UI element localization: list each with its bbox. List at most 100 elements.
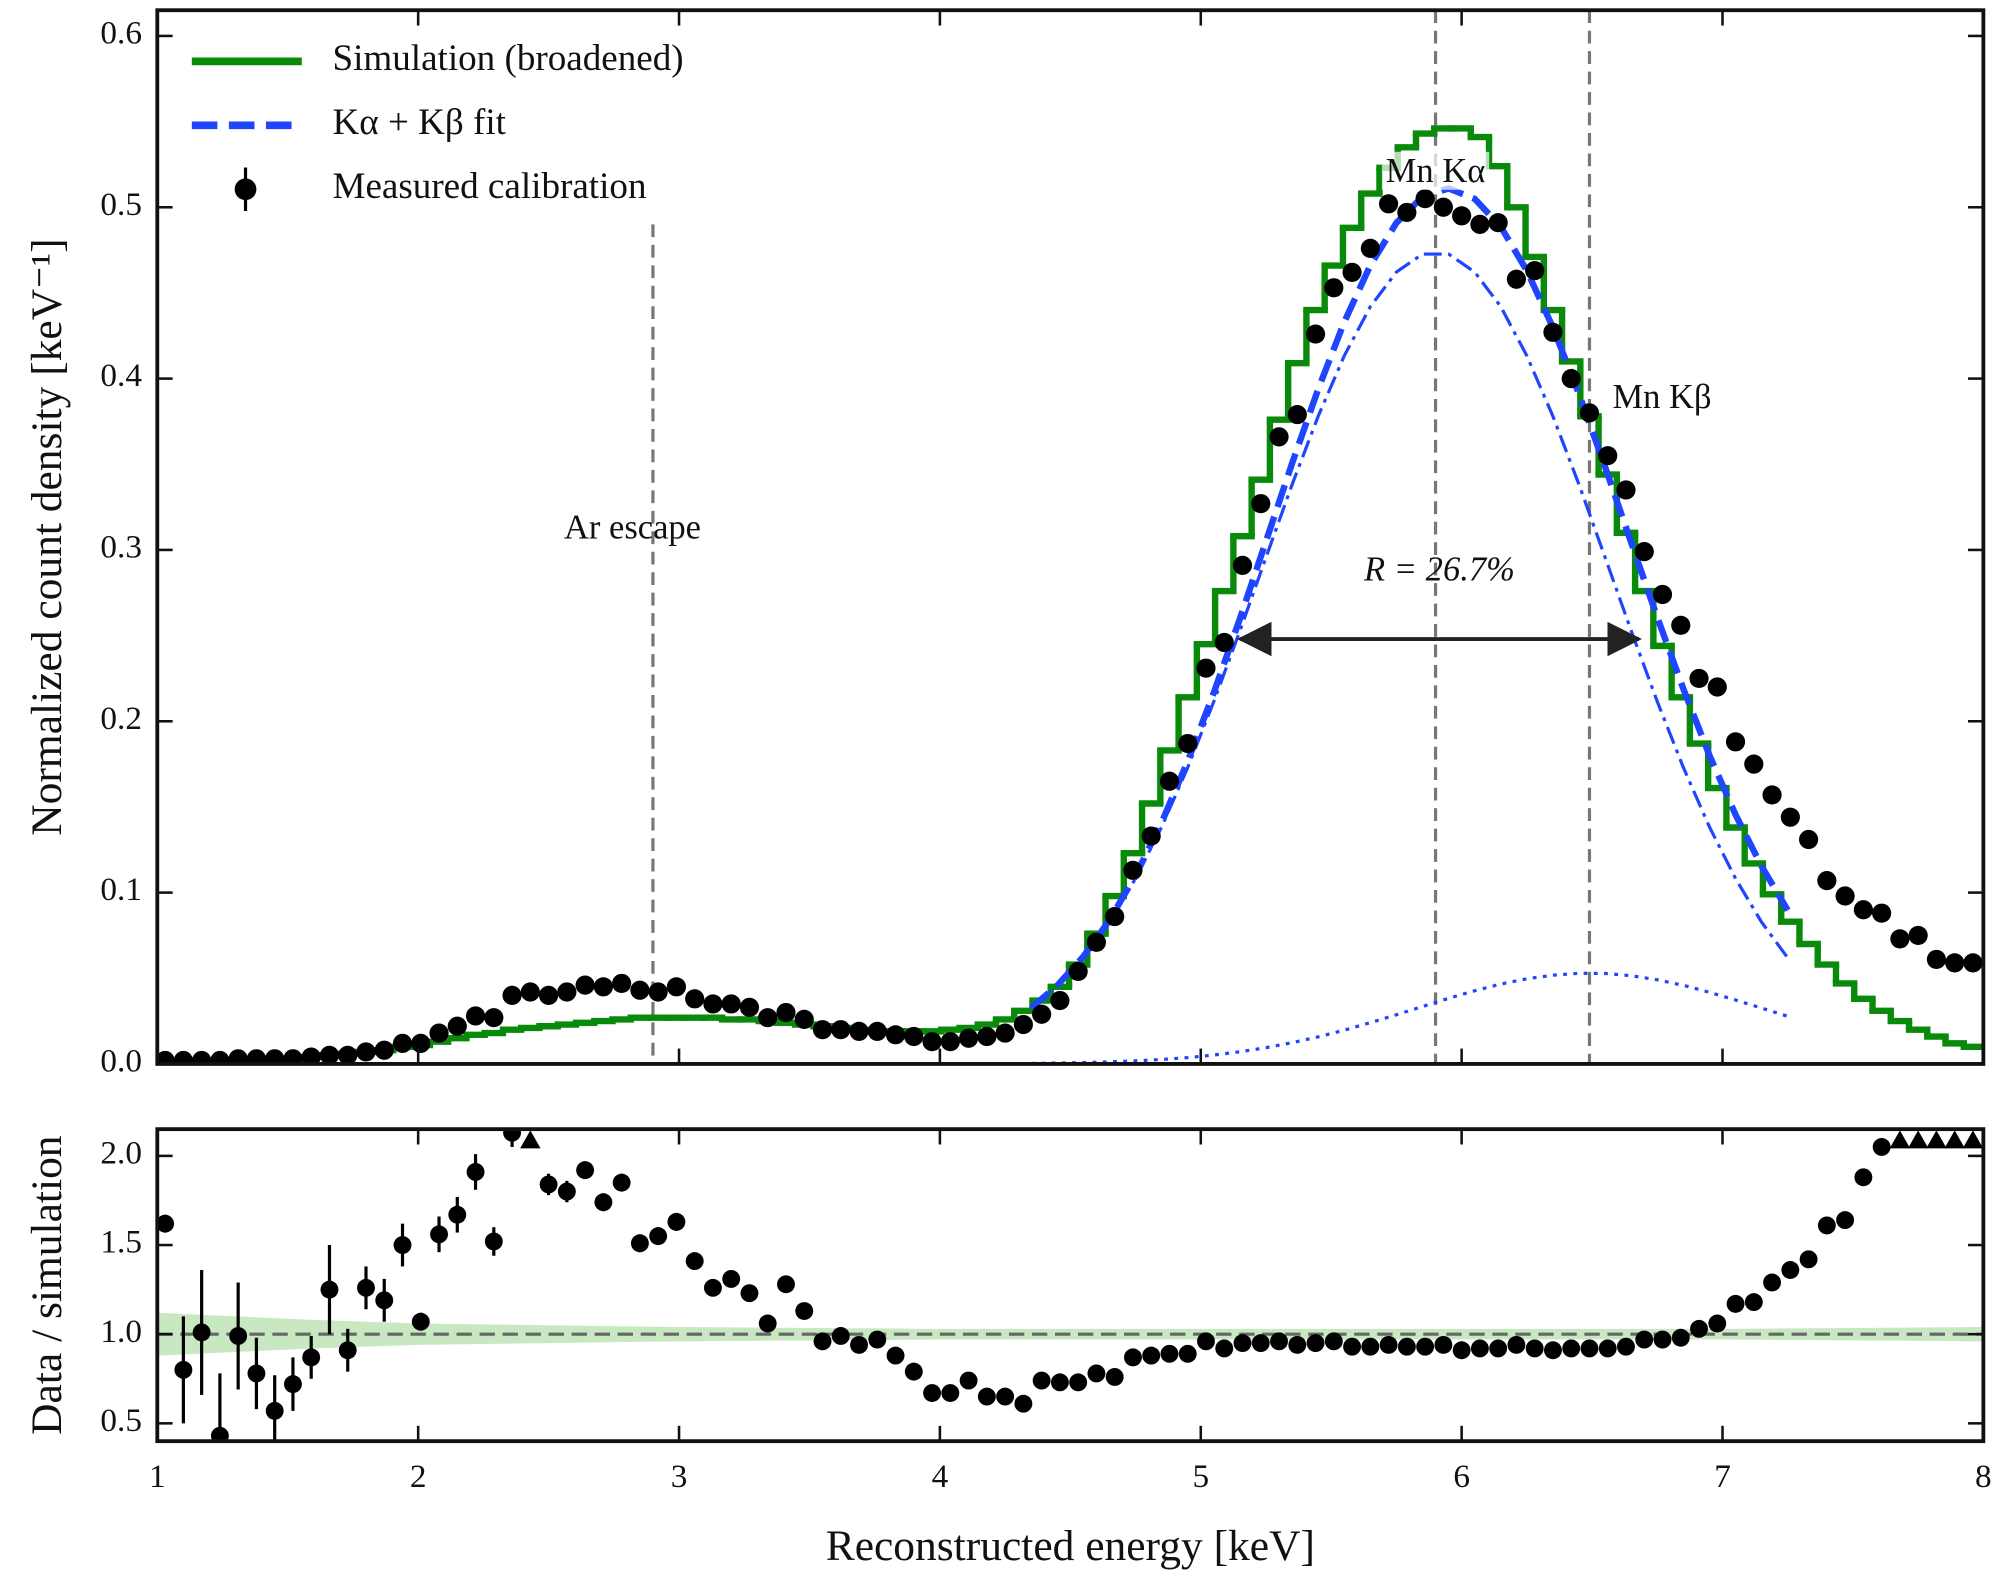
data-point: [1433, 197, 1453, 217]
ratio-point: [959, 1371, 978, 1390]
data-point: [685, 989, 705, 1009]
y-tick-label: 1.0: [100, 1313, 142, 1350]
y-tick-label: 0.5: [100, 1402, 142, 1439]
ratio-point: [1671, 1328, 1690, 1347]
data-point: [192, 1050, 212, 1064]
ratio-point: [1251, 1334, 1270, 1353]
data-point: [1671, 615, 1691, 635]
ratio-point: [1799, 1250, 1818, 1269]
x-axis-label: Reconstructed energy [keV]: [826, 1522, 1315, 1570]
ratio-point: [174, 1360, 193, 1379]
ratio-point: [941, 1384, 960, 1402]
data-point: [721, 994, 741, 1014]
data-point: [392, 1033, 413, 1053]
data-point: [1178, 733, 1198, 754]
data-point: [1324, 278, 1344, 298]
x-tick-label: 3: [671, 1458, 688, 1495]
ratio-point: [1160, 1344, 1179, 1363]
data-point: [1470, 214, 1490, 234]
ratio-point: [831, 1327, 850, 1345]
data-point: [557, 982, 577, 1002]
y-axis-label: Data / simulation: [23, 1135, 71, 1435]
data-point: [1926, 949, 1947, 970]
data-point: [539, 985, 559, 1005]
x-tick-label: 7: [1714, 1458, 1731, 1495]
data-point: [1762, 785, 1782, 805]
data-point: [411, 1033, 431, 1053]
data-point: [593, 977, 613, 997]
off-scale-marker: [1907, 1130, 1929, 1149]
ratio-point: [777, 1275, 795, 1294]
data-point: [1579, 403, 1600, 423]
data-point: [1506, 269, 1527, 289]
data-point: [319, 1045, 340, 1064]
data-point: [1232, 555, 1253, 575]
data-point: [374, 1040, 394, 1060]
data-point: [228, 1049, 248, 1064]
ratio-point: [1434, 1335, 1453, 1354]
ratio-point: [1817, 1216, 1836, 1235]
ratio-point: [1069, 1373, 1088, 1392]
data-point: [1598, 446, 1618, 466]
x-tick-label: 4: [932, 1458, 949, 1495]
ratio-point: [1653, 1330, 1672, 1349]
y-tick-label: 0.4: [100, 357, 142, 394]
y-tick-label: 2.0: [100, 1135, 142, 1172]
histogram-riser: [207, 128, 1968, 1063]
x-tick-label: 8: [1975, 1458, 1992, 1495]
ratio-point: [1288, 1335, 1307, 1354]
ratio-point: [247, 1364, 266, 1383]
data-point: [612, 973, 632, 993]
ratio-point: [338, 1341, 357, 1360]
ratio-point: [1617, 1337, 1635, 1356]
data-point: [1251, 494, 1271, 514]
data-point: [867, 1021, 887, 1041]
data-point: [1707, 677, 1727, 697]
data-point: [1452, 206, 1472, 226]
data-point: [1798, 829, 1819, 850]
reference-line-label: Mn Kβ: [1612, 378, 1711, 416]
ratio-point: [850, 1335, 868, 1354]
data-point: [1561, 369, 1581, 389]
data-point: [338, 1045, 358, 1064]
y-tick-label: 0.3: [100, 529, 142, 566]
x-tick-label: 2: [410, 1458, 427, 1495]
data-point: [1963, 953, 1983, 973]
off-scale-marker: [1962, 1130, 1984, 1149]
ratio-point: [576, 1161, 595, 1180]
ratio-point: [393, 1236, 412, 1254]
data-point: [1123, 860, 1143, 880]
top-plot-area: [157, 10, 1984, 1064]
ratio-point: [868, 1330, 887, 1349]
data-point: [1214, 632, 1234, 653]
data-point: [794, 1009, 814, 1029]
data-point: [1908, 925, 1928, 946]
ratio-point: [904, 1362, 923, 1381]
axes-frame: [155, 8, 1986, 1066]
ratio-point: [594, 1193, 613, 1212]
data-point: [1652, 584, 1673, 605]
ratio-point: [1635, 1330, 1654, 1349]
data-point: [520, 982, 540, 1002]
data-point: [995, 1023, 1015, 1043]
data-point: [429, 1023, 449, 1043]
data-point: [648, 982, 668, 1002]
off-scale-marker: [1944, 1130, 1965, 1149]
axes: R = 26.7% Ar escape Mn Kα Mn Kβ 0.0 0.1 0.2 0.3…: [100, 8, 1992, 1495]
data-point: [1415, 189, 1435, 209]
ratio-point: [503, 1129, 522, 1142]
ratio-point: [1854, 1168, 1873, 1187]
data-point: [484, 1008, 504, 1028]
data-point: [1835, 886, 1855, 906]
ratio-point: [357, 1278, 375, 1297]
data-point: [885, 1025, 906, 1045]
data-point: [1689, 668, 1709, 689]
ratio-point: [1324, 1332, 1343, 1351]
ratio-point: [1123, 1348, 1142, 1367]
ratio-point: [813, 1332, 832, 1351]
data-point: [776, 1002, 796, 1023]
ratio-point: [977, 1387, 996, 1406]
data-point: [1744, 754, 1764, 774]
data-point: [922, 1032, 942, 1052]
label-background: [1608, 378, 1716, 417]
